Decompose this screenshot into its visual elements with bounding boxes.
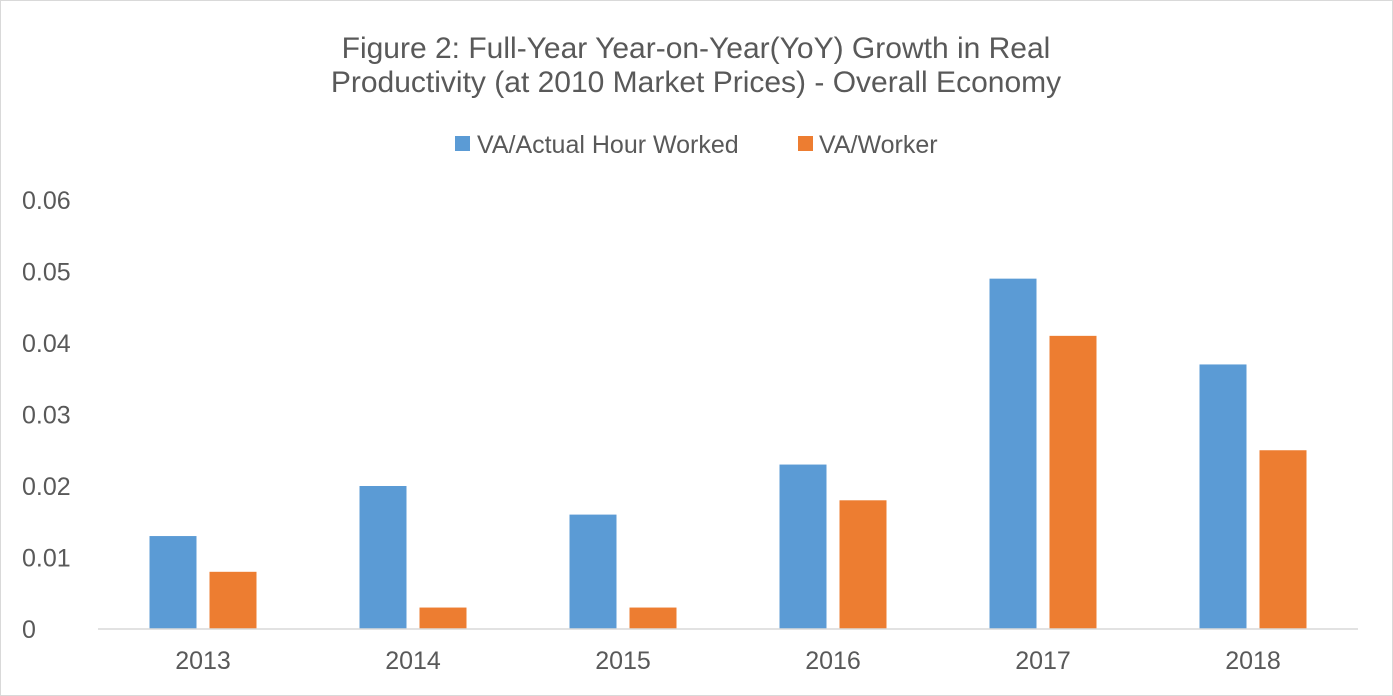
legend-swatch-va-hour [455,136,470,151]
y-tick-label: 0.01 [22,545,71,573]
bar-va-worker-2017 [1049,335,1097,629]
legend-label-va-worker: VA/Worker [819,131,938,159]
bar-va-hour-2013 [149,536,197,629]
bar-va-worker-2016 [839,500,887,629]
y-tick-label: 0.06 [22,187,71,215]
y-tick-label: 0.04 [22,330,71,358]
bar-va-worker-2014 [419,607,467,629]
x-tick-label: 2018 [1225,647,1281,675]
x-tick-label: 2016 [805,647,861,675]
chart-title-line-2: Productivity (at 2010 Market Prices) - O… [331,66,1061,99]
bar-va-hour-2017 [989,278,1037,629]
legend-swatch-va-worker [798,136,813,151]
bar-va-worker-2015 [629,607,677,629]
bar-va-hour-2018 [1199,364,1247,629]
y-tick-label: 0.02 [22,473,71,501]
bar-va-worker-2013 [209,571,257,629]
bar-va-hour-2016 [779,464,827,629]
bar-va-hour-2014 [359,486,407,629]
y-axis-ticks: 0 0.01 0.02 0.03 0.04 0.05 0.06 [22,187,71,644]
x-axis-ticks: 2013 2014 2015 2016 2017 2018 [175,647,1281,675]
x-tick-label: 2013 [175,647,231,675]
y-tick-label: 0 [22,616,36,644]
x-tick-label: 2015 [595,647,651,675]
chart-title-line-1: Figure 2: Full-Year Year-on-Year(YoY) Gr… [342,32,1051,65]
x-tick-label: 2014 [385,647,441,675]
y-tick-label: 0.05 [22,259,71,287]
legend-label-va-hour: VA/Actual Hour Worked [477,131,739,159]
bar-va-hour-2015 [569,514,617,629]
x-tick-label: 2017 [1015,647,1071,675]
bars [149,278,1307,629]
bar-va-worker-2018 [1259,450,1307,629]
legend: VA/Actual Hour Worked VA/Worker [455,131,938,159]
y-tick-label: 0.03 [22,402,71,430]
